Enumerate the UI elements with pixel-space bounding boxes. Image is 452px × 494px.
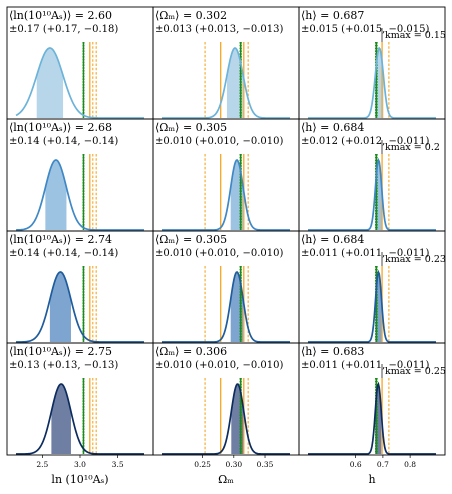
posterior-curve: [308, 157, 436, 231]
posterior-panel: ⟨Ωₘ⟩ = 0.306 ±0.010 (+0.010, −0.010): [152, 342, 300, 456]
posterior-panel: ⟨ln(10¹⁰Aₛ)⟩ = 2.68 ±0.14 (+0.14, −0.14): [6, 118, 154, 232]
x-axis-label: h: [368, 473, 375, 486]
kmax-label: kmax = 0.23: [385, 254, 446, 265]
posterior-panel: ⟨ln(10¹⁰Aₛ)⟩ = 2.74 ±0.14 (+0.14, −0.14): [6, 230, 154, 344]
error-label: ±0.14 (+0.14, −0.14): [9, 136, 118, 147]
posterior-curve: [15, 159, 144, 231]
posterior-panel: ⟨Ωₘ⟩ = 0.305 ±0.010 (+0.010, −0.010): [152, 230, 300, 344]
posterior-panel: ⟨h⟩ = 0.683 ±0.011 (+0.011, −0.011): [298, 342, 446, 456]
x-tick-label: 3.0: [74, 460, 86, 469]
error-label: ±0.14 (+0.14, −0.14): [9, 248, 118, 259]
posterior-panel: ⟨h⟩ = 0.687 ±0.015 (+0.015, −0.015): [298, 6, 446, 120]
posterior-panel: ⟨h⟩ = 0.684 ±0.011 (+0.011, −0.011): [298, 230, 446, 344]
mean-label: ⟨h⟩ = 0.684: [301, 233, 364, 246]
credible-region: [36, 48, 64, 118]
x-tick-label: 0.8: [404, 460, 416, 469]
posterior-curve: [162, 159, 290, 231]
x-tick-label: 0.35: [257, 460, 274, 469]
posterior-curve: [162, 47, 290, 119]
credible-region: [49, 272, 71, 342]
error-label: ±0.010 (+0.010, −0.010): [155, 360, 283, 371]
mean-label: ⟨Ωₘ⟩ = 0.302: [155, 9, 227, 22]
x-tick-label: 0.25: [194, 460, 211, 469]
error-label: ±0.010 (+0.010, −0.010): [155, 248, 283, 259]
posterior-curve: [16, 271, 144, 343]
posterior-panel: ⟨ln(10¹⁰Aₛ)⟩ = 2.75 ±0.13 (+0.13, −0.13): [6, 342, 154, 456]
x-tick-label: 2.5: [36, 460, 48, 469]
error-label: ±0.17 (+0.17, −0.18): [9, 24, 118, 35]
posterior-panel: ⟨ln(10¹⁰Aₛ)⟩ = 2.60 ±0.17 (+0.17, −0.18): [6, 6, 154, 120]
posterior-curve: [308, 46, 436, 119]
x-tick-label: 3.5: [112, 460, 124, 469]
panel-frame: [298, 342, 446, 456]
credible-region: [51, 384, 71, 454]
error-label: ±0.011 (+0.011, −0.011): [301, 248, 429, 259]
posterior-curve: [162, 383, 290, 455]
kmax-label: kmax = 0.2: [385, 142, 440, 153]
mean-label: ⟨ln(10¹⁰Aₛ)⟩ = 2.75: [9, 345, 112, 358]
posterior-panel: ⟨h⟩ = 0.684 ±0.012 (+0.012, −0.011): [298, 118, 446, 232]
mean-label: ⟨ln(10¹⁰Aₛ)⟩ = 2.74: [9, 233, 112, 246]
kmax-label: kmax = 0.15: [385, 30, 446, 41]
x-axis-label: Ωₘ: [218, 473, 234, 486]
mean-label: ⟨ln(10¹⁰Aₛ)⟩ = 2.60: [9, 9, 112, 22]
mean-label: ⟨h⟩ = 0.683: [301, 345, 364, 358]
error-label: ±0.13 (+0.13, −0.13): [9, 360, 118, 371]
kmax-label: kmax = 0.25: [385, 366, 446, 377]
credible-region: [226, 48, 244, 118]
posterior-curve: [15, 47, 144, 119]
posterior-panel: ⟨Ωₘ⟩ = 0.305 ±0.010 (+0.010, −0.010): [152, 118, 300, 232]
error-label: ±0.015 (+0.015, −0.015): [301, 24, 429, 35]
posterior-panel: ⟨Ωₘ⟩ = 0.302 ±0.013 (+0.013, −0.013): [152, 6, 300, 120]
credible-region: [45, 160, 67, 230]
mean-label: ⟨h⟩ = 0.684: [301, 121, 364, 134]
x-tick-label: 0.7: [377, 460, 389, 469]
error-label: ±0.011 (+0.011, −0.011): [301, 360, 429, 371]
x-tick-label: 0.30: [225, 460, 242, 469]
posterior-curve: [308, 381, 436, 455]
x-axis-label: ln (10¹⁰Aₛ): [51, 473, 108, 486]
posterior-curve: [16, 383, 144, 455]
error-label: ±0.012 (+0.012, −0.011): [301, 136, 429, 147]
mean-label: ⟨Ωₘ⟩ = 0.306: [155, 345, 227, 358]
mean-label: ⟨ln(10¹⁰Aₛ)⟩ = 2.68: [9, 121, 112, 134]
error-label: ±0.010 (+0.010, −0.010): [155, 136, 283, 147]
mean-label: ⟨Ωₘ⟩ = 0.305: [155, 233, 227, 246]
x-tick-label: 0.6: [350, 460, 362, 469]
mean-label: ⟨h⟩ = 0.687: [301, 9, 364, 22]
error-label: ±0.013 (+0.013, −0.013): [155, 24, 283, 35]
posterior-curve: [162, 271, 290, 343]
mean-label: ⟨Ωₘ⟩ = 0.305: [155, 121, 227, 134]
posterior-curve: [308, 269, 436, 343]
